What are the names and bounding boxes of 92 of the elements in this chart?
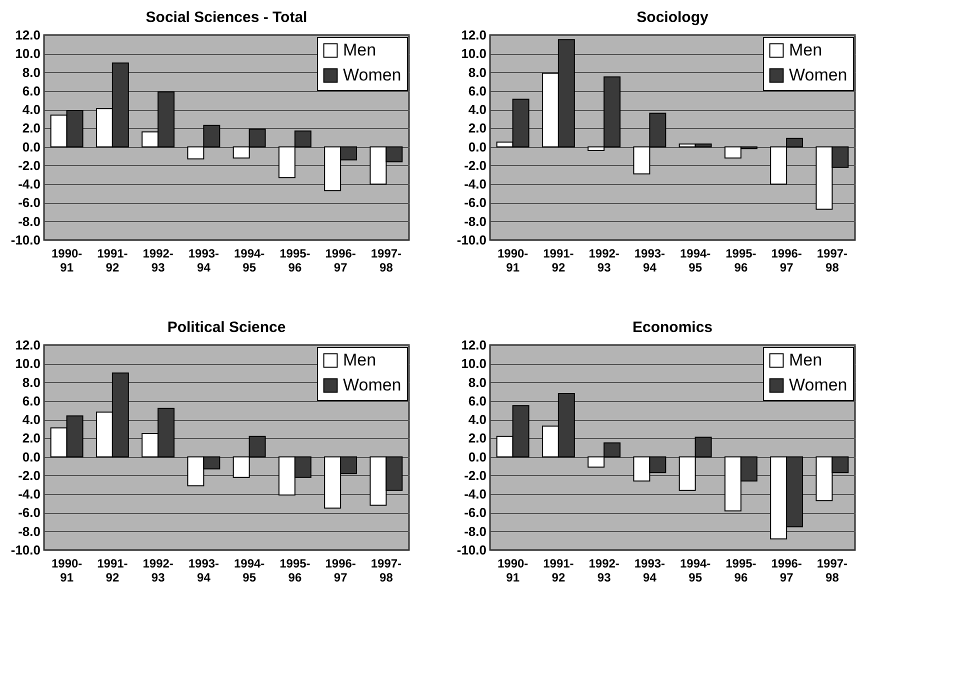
x-tick-label: 1994-95 (234, 556, 265, 584)
x-tick-label: 1997-98 (816, 556, 848, 584)
x-tick-label: 1995-96 (280, 246, 310, 274)
y-tick-label: -6.0 (464, 505, 486, 520)
x-tick-label: 1991-92 (543, 246, 574, 274)
chart-title: Sociology (636, 9, 709, 26)
y-tick-label: 10.0 (15, 46, 40, 62)
y-tick-label: -8.0 (464, 524, 486, 539)
y-tick-label: 8.0 (22, 64, 40, 80)
x-tick-label: 1993-94 (188, 246, 220, 274)
x-tick-label: 1993-94 (634, 556, 666, 584)
x-tick-label: 1997-98 (816, 246, 848, 274)
y-tick-label: 6.0 (468, 393, 486, 408)
y-tick-label: 12.0 (15, 338, 40, 352)
y-tick-label: -4.0 (18, 486, 40, 502)
y-tick-label: 0.0 (468, 139, 486, 154)
y-tick-label: 10.0 (461, 46, 486, 62)
y-tick-label: 10.0 (461, 356, 486, 372)
x-tick-label: 1996-97 (771, 556, 802, 584)
y-tick-label: -2.0 (464, 468, 486, 483)
y-tick-label: 6.0 (22, 83, 40, 98)
y-tick-label: 4.0 (22, 102, 40, 118)
y-tick-label: -8.0 (464, 214, 486, 229)
y-tick-label: -4.0 (464, 486, 486, 502)
legend-label: Women (343, 376, 402, 394)
y-tick-label: 2.0 (468, 120, 486, 136)
x-tick-label: 1990-91 (51, 246, 82, 274)
y-tick-label: -8.0 (18, 524, 40, 539)
y-tick-label: -2.0 (18, 158, 40, 173)
y-tick-label: -4.0 (18, 176, 40, 192)
x-tick-label: 1991-92 (97, 556, 128, 584)
y-tick-label: 12.0 (461, 28, 486, 42)
y-tick-label: 4.0 (22, 412, 40, 428)
y-tick-label: 2.0 (22, 120, 40, 136)
legend-label: Men (789, 40, 822, 60)
x-tick-label: 1995-96 (726, 556, 756, 584)
y-tick-label: 8.0 (468, 374, 486, 390)
legend-label: Men (789, 350, 822, 370)
x-tick-label: 1993-94 (188, 556, 220, 584)
chart-title: Social Sciences - Total (146, 9, 308, 26)
x-tick-label: 1990-91 (497, 556, 528, 584)
y-tick-label: -6.0 (18, 195, 40, 210)
y-tick-label: 2.0 (22, 430, 40, 446)
y-tick-label: 10.0 (15, 356, 40, 372)
y-tick-label: 4.0 (468, 412, 486, 428)
x-tick-label: 1994-95 (680, 246, 711, 274)
x-tick-label: 1990-91 (497, 246, 528, 274)
x-tick-label: 1996-97 (325, 246, 356, 274)
legend-label: Men (343, 350, 376, 370)
x-tick-label: 1992-93 (142, 556, 174, 584)
legend-label: Women (343, 66, 402, 84)
y-tick-label: -8.0 (18, 214, 40, 229)
x-tick-label: 1992-93 (588, 246, 620, 274)
y-tick-label: 2.0 (468, 430, 486, 446)
y-tick-label: -6.0 (464, 195, 486, 210)
legend-label: Women (789, 376, 848, 394)
y-tick-label: 6.0 (468, 83, 486, 98)
x-tick-label: 1994-95 (234, 246, 265, 274)
y-tick-label: -2.0 (18, 468, 40, 483)
y-tick-label: -10.0 (10, 232, 40, 248)
x-tick-label: 1995-96 (280, 556, 310, 584)
x-tick-label: 1992-93 (142, 246, 174, 274)
y-tick-label: -4.0 (464, 176, 486, 192)
x-tick-label: 1994-95 (680, 556, 711, 584)
y-tick-label: -6.0 (18, 505, 40, 520)
x-tick-label: 1996-97 (771, 246, 802, 274)
y-tick-label: 0.0 (22, 139, 40, 154)
x-tick-label: 1996-97 (325, 556, 356, 584)
legend-label: Women (789, 66, 848, 84)
x-tick-label: 1990-91 (51, 556, 82, 584)
y-tick-label: 0.0 (22, 449, 40, 464)
y-tick-label: 8.0 (22, 374, 40, 390)
y-tick-label: 12.0 (15, 28, 40, 42)
y-tick-label: -10.0 (456, 542, 486, 558)
y-tick-label: 6.0 (22, 393, 40, 408)
legend-label: Men (343, 40, 376, 60)
y-tick-label: -2.0 (464, 158, 486, 173)
chart-title: Economics (632, 319, 713, 336)
x-tick-label: 1997-98 (370, 246, 402, 274)
y-tick-label: -10.0 (456, 232, 486, 248)
y-tick-label: 4.0 (468, 102, 486, 118)
x-tick-label: 1992-93 (588, 556, 620, 584)
x-tick-label: 1991-92 (97, 246, 128, 274)
y-tick-label: -10.0 (10, 542, 40, 558)
y-tick-label: 0.0 (468, 449, 486, 464)
chart-title: Political Science (167, 319, 286, 336)
y-tick-label: 8.0 (468, 64, 486, 80)
y-tick-label: 12.0 (461, 338, 486, 352)
x-tick-label: 1995-96 (726, 246, 756, 274)
x-tick-label: 1997-98 (370, 556, 402, 584)
x-tick-label: 1993-94 (634, 246, 666, 274)
x-tick-label: 1991-92 (543, 556, 574, 584)
